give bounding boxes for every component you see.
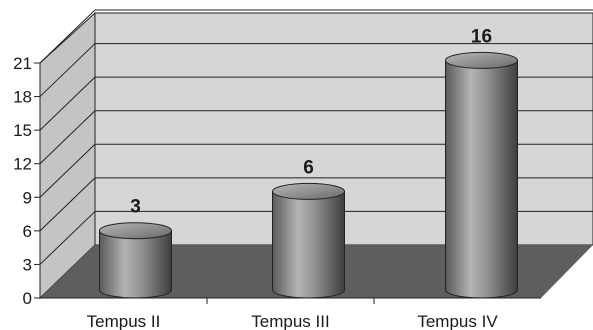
gridline: [39, 211, 96, 265]
y-tick-label: 9: [23, 188, 32, 207]
gridline: [39, 43, 96, 97]
bar-tempus-ii: [99, 222, 172, 299]
y-tick-label: 6: [23, 222, 32, 241]
gridline: [39, 76, 96, 131]
data-labels: 3 6 16: [130, 26, 492, 217]
bar-tempus-iv: [445, 51, 518, 299]
category-label: Tempus III: [251, 312, 329, 330]
gridline: [39, 143, 96, 198]
bars: [99, 51, 518, 299]
data-label: 6: [303, 157, 314, 178]
y-tick-label: 0: [23, 289, 32, 308]
bar-cap: [445, 51, 518, 69]
data-label: 3: [130, 197, 141, 218]
category-label: Tempus IV: [417, 312, 498, 330]
y-tick-labels: 0 3 6 9 12 15 18 21: [13, 54, 40, 308]
bar-cap: [99, 222, 172, 240]
gridline: [39, 177, 96, 232]
category-labels: Tempus II Tempus III Tempus IV: [87, 298, 498, 330]
y-tick-label: 3: [23, 255, 32, 274]
bar-tempus-iii: [272, 182, 345, 299]
data-label: 16: [471, 26, 492, 47]
bar-body: [445, 59, 518, 299]
y-tick-label: 12: [13, 155, 32, 174]
bar-body: [272, 190, 345, 299]
y-tick-label: 15: [13, 121, 32, 140]
category-label: Tempus II: [87, 312, 161, 330]
gridline: [39, 110, 96, 165]
bar-cap: [272, 182, 345, 200]
bar-body: [99, 230, 172, 299]
y-tick-label: 21: [13, 54, 32, 73]
gridline: [39, 9, 96, 64]
y-tick-label: 18: [13, 88, 32, 107]
